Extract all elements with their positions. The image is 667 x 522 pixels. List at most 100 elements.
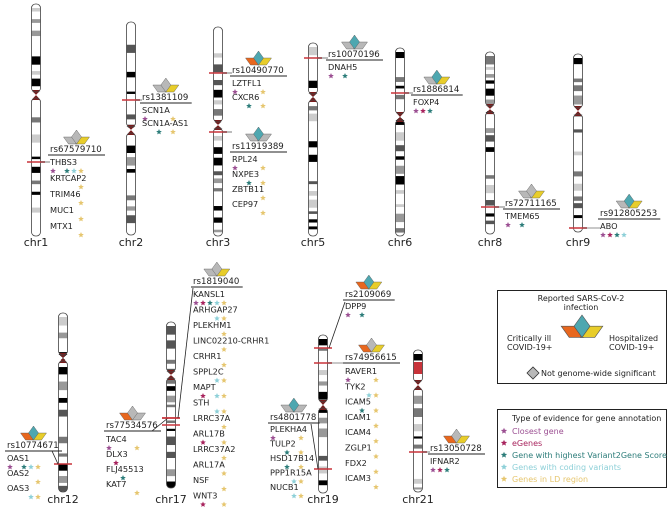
gene-label[interactable]: TRIM46	[49, 189, 81, 199]
gene-label[interactable]: HSD17B14	[270, 453, 314, 463]
gene-label[interactable]: DLX3	[106, 449, 128, 459]
gene-label[interactable]: KAT7	[106, 479, 126, 489]
gene-label[interactable]: OAS1	[7, 453, 29, 463]
rsid-label[interactable]: rs10774671	[7, 441, 59, 451]
gene-label[interactable]: SPPL2C	[193, 367, 224, 377]
gene-label[interactable]: TAC4	[105, 434, 127, 444]
gene-label[interactable]: FLJ45513	[106, 464, 144, 474]
gene-label[interactable]: THBS3	[49, 157, 77, 167]
gene-label[interactable]: CEP97	[232, 199, 258, 209]
evidence-star-icon	[444, 467, 450, 473]
evidence-star-icon	[214, 315, 220, 321]
chromosome-band	[166, 386, 176, 391]
locus-rs72711165[interactable]: rs72711165 TMEM65	[481, 183, 560, 228]
rsid-label[interactable]: rs1886814	[413, 85, 459, 95]
gene-label[interactable]: SCN1A-AS1	[142, 118, 188, 128]
gene-label[interactable]: ICAM3	[345, 473, 371, 483]
gene-label[interactable]: NXPE3	[232, 169, 259, 179]
gene-label[interactable]: PLEKHA4	[270, 424, 307, 434]
locus-rs1819040[interactable]: rs1819040 KANSL1 ARHGAP27 PLEKHM1 LINC02210-…	[162, 261, 269, 507]
gene-label[interactable]: ICAM5	[345, 397, 371, 407]
rsid-label[interactable]: rs2109069	[345, 290, 391, 300]
gene-label[interactable]: KRTCAP2	[50, 173, 86, 183]
chromosome-band	[308, 80, 318, 88]
chromosome-band	[485, 66, 495, 70]
gene-label[interactable]: PPP1R15A	[270, 468, 312, 478]
gene-label[interactable]: RAVER1	[345, 366, 377, 376]
gene-label[interactable]: WNT3	[193, 491, 217, 501]
gene-label[interactable]: KANSL1	[193, 289, 225, 299]
rsid-label[interactable]: rs1381109	[142, 93, 188, 103]
gene-label[interactable]: PLEKHM1	[193, 320, 231, 330]
gene-label[interactable]: OAS3	[7, 483, 29, 493]
locus-rs10490770[interactable]: rs10490770 LZTFL1 CXCR6	[209, 50, 287, 109]
chromosome-band	[573, 95, 583, 105]
gene-label[interactable]: ABO	[600, 221, 618, 231]
rsid-label[interactable]: rs10490770	[232, 66, 284, 76]
gene-label[interactable]: TYK2	[344, 381, 366, 391]
gene-label[interactable]: SCN1A	[142, 105, 170, 115]
rsid-label[interactable]: rs11919389	[232, 142, 284, 152]
gene-label[interactable]: RPL24	[232, 154, 258, 164]
gene-label[interactable]: MTX1	[50, 221, 73, 231]
chromosome-band	[485, 185, 495, 194]
locus-rs1886814[interactable]: rs1886814 FOXP4	[391, 69, 463, 114]
gene-label[interactable]: ARL17B	[193, 429, 225, 439]
evidence-star-icon	[500, 475, 508, 482]
gene-label[interactable]: IFNAR2	[430, 456, 460, 466]
rsid-label[interactable]: rs1819040	[193, 277, 239, 287]
locus-rs1381109[interactable]: rs1381109 SCN1A SCN1A-AS1	[122, 77, 192, 135]
gene-label[interactable]: DNAH5	[328, 62, 357, 72]
rsid-label[interactable]: rs13050728	[430, 444, 482, 454]
gene-label[interactable]: FOXP4	[413, 97, 439, 107]
rsid-label[interactable]: rs67579710	[50, 145, 102, 155]
chromosome-band	[308, 106, 318, 111]
chromosome-band	[126, 195, 136, 201]
gene-label[interactable]: CXCR6	[232, 92, 259, 102]
evidence-legend-item: Genes in LD region	[512, 475, 588, 484]
locus-rs10070196[interactable]: rs10070196 DNAH5	[304, 34, 383, 79]
gene-label[interactable]: CRHR1	[193, 351, 221, 361]
locus-rs13050728[interactable]: rs13050728 IFNAR2	[409, 428, 485, 473]
rsid-label[interactable]: rs77534576	[106, 421, 158, 431]
gene-label[interactable]: LINC02210-CRHR1	[193, 336, 269, 346]
gene-label[interactable]: MUC1	[50, 205, 74, 215]
locus-rs10774671[interactable]: rs10774671 OAS1 OAS2 OAS3	[5, 425, 72, 500]
gene-label[interactable]: FDX2	[345, 458, 367, 468]
gene-label[interactable]: NSF	[193, 475, 209, 485]
phenotype-diamond-icon	[341, 34, 368, 50]
gene-label[interactable]: ARL17A	[193, 460, 225, 470]
gene-label[interactable]: ZBTB11	[232, 184, 264, 194]
gene-label[interactable]: MAPT	[193, 382, 217, 392]
gene-label[interactable]: ICAM4	[345, 427, 371, 437]
rsid-label[interactable]: rs10070196	[328, 50, 380, 60]
gene-label[interactable]: ICAM1	[345, 412, 371, 422]
gene-label[interactable]: LZTFL1	[232, 78, 262, 88]
gene-label[interactable]: LRRC37A2	[193, 444, 235, 454]
gene-label[interactable]: OAS2	[7, 468, 29, 478]
locus-rs912805253[interactable]: rs912805253 ABO	[569, 193, 661, 238]
rsid-label[interactable]: rs912805253	[600, 209, 657, 219]
gene-label[interactable]: STH	[193, 398, 209, 408]
gene-label[interactable]: DPP9	[345, 301, 366, 311]
locus-rs77534576[interactable]: rs77534576 TAC4 DLX3 FLJ45513 KAT7	[104, 405, 180, 496]
gene-label[interactable]: TULP2	[269, 439, 296, 449]
locus-rs67579710[interactable]: rs67579710 THBS3 KRTCAP2 TRIM46 MUC1 MTX1	[27, 129, 105, 238]
rsid-label[interactable]: rs74956615	[345, 353, 397, 363]
evidence-star-icon	[221, 362, 227, 368]
gene-label[interactable]: LRRC37A	[193, 413, 231, 423]
evidence-star-icon	[284, 464, 290, 470]
gene-label[interactable]: TMEM65	[504, 211, 540, 221]
gene-label[interactable]: NUCB1	[270, 482, 299, 492]
gene-label[interactable]: ZGLP1	[345, 443, 372, 453]
evidence-star-icon	[270, 435, 276, 441]
locus-rs11919389[interactable]: rs11919389 RPL24 NXPE3 ZBTB11 CEP97	[209, 126, 287, 216]
reported-infection-piece	[253, 126, 264, 142]
rsid-label[interactable]: rs4801778	[270, 413, 316, 423]
gene-label[interactable]: ARHGAP27	[193, 305, 238, 315]
locus-rs74956615[interactable]: rs74956615 RAVER1 TYK2 ICAM5 ICAM1 ICAM4 ZGLP1…	[314, 337, 400, 490]
grey-diamond-icon	[526, 366, 540, 380]
rsid-label[interactable]: rs72711165	[505, 199, 557, 209]
